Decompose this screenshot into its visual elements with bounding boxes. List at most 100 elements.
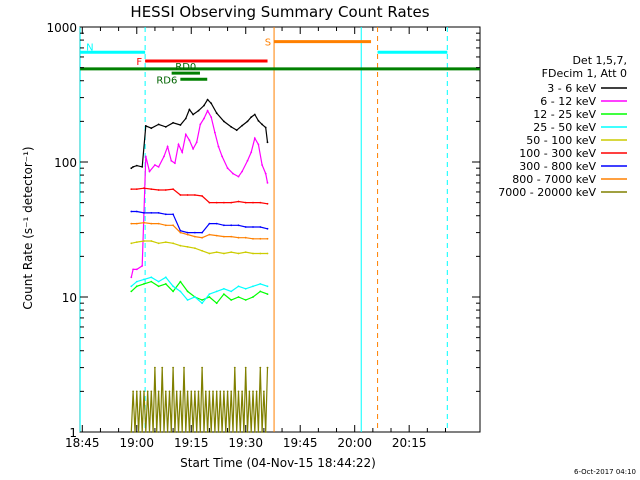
data-point — [135, 285, 138, 288]
data-point — [172, 224, 175, 227]
series-3 — [130, 276, 269, 305]
data-point — [152, 431, 155, 433]
data-point — [215, 222, 218, 225]
x-tick-label-5: 20:00 — [337, 436, 372, 450]
data-point — [208, 222, 211, 225]
data-point — [257, 431, 260, 433]
data-point — [214, 131, 216, 134]
data-point — [232, 172, 234, 175]
data-point — [243, 431, 245, 433]
data-point — [210, 102, 213, 105]
data-point — [164, 241, 167, 244]
data-point — [161, 366, 164, 369]
data-point — [143, 212, 145, 214]
data-point — [266, 227, 269, 230]
data-point — [135, 390, 138, 393]
data-point — [210, 431, 213, 433]
series-line-4 — [131, 240, 268, 255]
data-point — [197, 109, 200, 112]
y-tick-label-1: 10 — [62, 291, 77, 305]
data-point — [223, 235, 225, 238]
legend-entry-0: 3 - 6 keV — [547, 82, 596, 95]
legend-entry-5: 100 - 300 keV — [519, 147, 596, 160]
data-point — [166, 431, 169, 433]
data-point — [179, 390, 182, 393]
series-1 — [130, 109, 269, 279]
x-tick-label-3: 19:30 — [228, 436, 263, 450]
data-point — [166, 145, 169, 148]
data-point — [201, 302, 204, 305]
legend-entry-7: 800 - 7000 keV — [512, 173, 596, 186]
data-point — [164, 276, 167, 279]
series-2 — [130, 280, 269, 305]
data-point — [172, 121, 175, 124]
data-point — [252, 252, 254, 255]
data-point — [144, 125, 147, 127]
data-point — [208, 233, 211, 236]
data-point — [266, 293, 269, 295]
data-point — [150, 390, 153, 393]
data-point — [179, 231, 182, 234]
data-point — [259, 201, 262, 204]
data-point — [184, 133, 187, 136]
data-point — [186, 246, 189, 248]
data-point — [223, 287, 225, 290]
data-point — [214, 431, 216, 433]
data-point — [141, 431, 144, 433]
data-point — [157, 166, 160, 168]
data-point — [223, 120, 225, 123]
data-point — [143, 278, 145, 281]
data-point — [212, 390, 214, 393]
data-point — [206, 109, 209, 112]
y-axis-label: Count Rate (s⁻¹ detector⁻¹) — [21, 146, 35, 309]
data-point — [244, 236, 247, 239]
data-point — [199, 431, 202, 433]
data-point — [132, 268, 135, 271]
x-tick-label-1: 19:00 — [119, 436, 154, 450]
series-line-7 — [131, 222, 268, 240]
data-point — [130, 285, 133, 288]
data-point — [132, 166, 135, 168]
data-point — [215, 251, 218, 254]
data-point — [194, 194, 196, 196]
data-point — [230, 235, 233, 238]
data-point — [139, 390, 142, 393]
data-point — [252, 296, 254, 298]
legend-header-1: FDecim 1, Att 0 — [542, 67, 627, 80]
data-point — [223, 224, 225, 227]
data-point — [150, 276, 153, 279]
data-point — [201, 366, 204, 369]
data-point — [130, 210, 133, 213]
data-point — [266, 141, 269, 144]
data-point — [203, 117, 205, 120]
data-point — [130, 222, 133, 225]
data-point — [164, 213, 167, 216]
data-point — [172, 242, 175, 245]
data-point — [186, 233, 189, 236]
data-point — [264, 172, 267, 175]
data-point — [164, 390, 167, 393]
legend-entry-3: 25 - 50 keV — [533, 121, 596, 134]
legend-header-0: Det 1,5,7, — [572, 54, 627, 67]
data-point — [157, 280, 160, 283]
data-point — [244, 251, 247, 254]
data-point — [163, 431, 165, 433]
data-point — [246, 431, 249, 433]
data-point — [132, 390, 135, 393]
series-line-8 — [130, 367, 269, 433]
data-point — [244, 299, 247, 301]
series-0 — [130, 98, 269, 170]
data-point — [252, 390, 254, 393]
data-point — [237, 285, 240, 288]
data-point — [237, 296, 240, 298]
data-point — [201, 299, 204, 301]
data-point — [237, 390, 240, 393]
series-8 — [130, 366, 269, 433]
data-point — [215, 201, 218, 204]
data-point — [150, 280, 153, 283]
data-point — [221, 431, 224, 433]
data-point — [157, 189, 160, 191]
data-point — [261, 164, 263, 166]
data-point — [210, 116, 213, 118]
data-point — [141, 265, 144, 267]
